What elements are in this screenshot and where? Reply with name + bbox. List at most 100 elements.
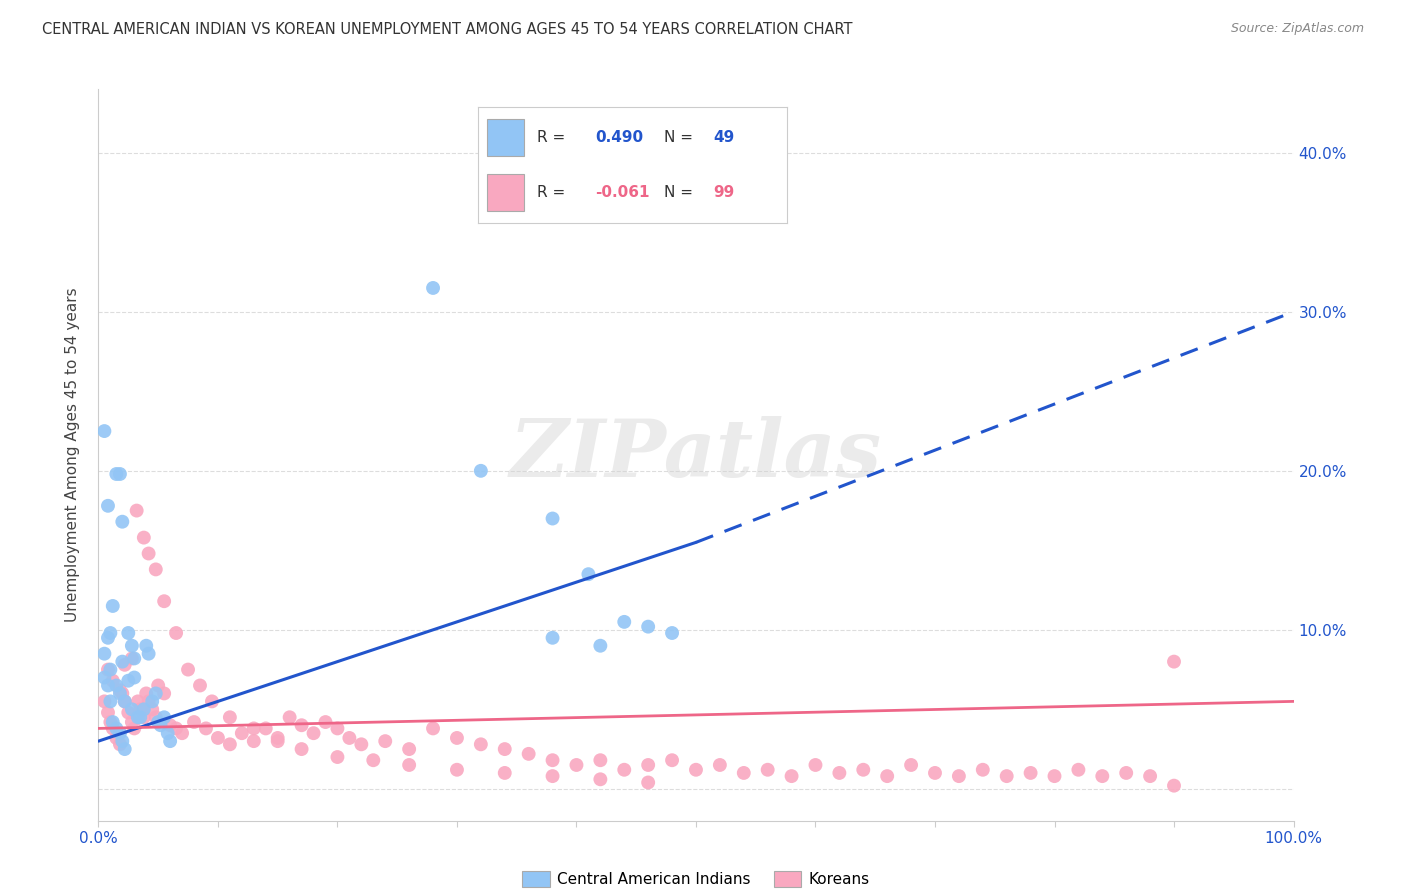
Point: [709, 758, 731, 772]
Point: [117, 673, 139, 688]
Point: [108, 737, 131, 751]
Point: [141, 694, 163, 708]
Point: [589, 639, 612, 653]
Point: [124, 722, 146, 736]
Point: [422, 722, 444, 736]
Point: [398, 758, 420, 772]
Point: [121, 651, 143, 665]
Point: [156, 726, 179, 740]
Point: [97, 499, 120, 513]
Point: [105, 678, 128, 692]
Point: [194, 722, 218, 736]
Point: [101, 722, 124, 736]
Point: [183, 714, 205, 729]
Point: [828, 766, 851, 780]
Point: [127, 694, 149, 708]
Point: [101, 599, 124, 613]
Y-axis label: Unemployment Among Ages 45 to 54 years: Unemployment Among Ages 45 to 54 years: [65, 287, 80, 623]
Point: [141, 702, 163, 716]
Point: [231, 726, 253, 740]
Point: [494, 742, 516, 756]
Point: [613, 615, 636, 629]
Point: [541, 753, 564, 767]
Point: [219, 710, 242, 724]
Point: [97, 706, 120, 720]
Point: [159, 734, 181, 748]
Point: [129, 702, 152, 716]
Point: [541, 769, 564, 783]
Point: [138, 694, 160, 708]
Point: [101, 673, 124, 688]
Point: [177, 663, 200, 677]
Point: [114, 657, 136, 672]
Point: [1163, 655, 1185, 669]
Point: [98, 694, 122, 708]
Point: [98, 714, 122, 729]
Point: [148, 678, 170, 692]
Text: R =: R =: [537, 129, 569, 145]
Point: [589, 772, 612, 787]
Point: [661, 753, 683, 767]
Point: [108, 686, 131, 700]
Point: [132, 531, 155, 545]
Point: [756, 763, 779, 777]
Text: 0.490: 0.490: [596, 129, 644, 145]
Point: [852, 763, 875, 777]
Point: [267, 734, 290, 748]
Point: [97, 631, 120, 645]
Point: [121, 639, 143, 653]
Point: [243, 734, 266, 748]
Point: [254, 722, 277, 736]
Text: ZIPatlas: ZIPatlas: [510, 417, 882, 493]
Point: [207, 731, 229, 745]
Point: [350, 737, 373, 751]
Point: [129, 710, 152, 724]
Point: [900, 758, 922, 772]
Point: [93, 424, 115, 438]
Point: [98, 663, 122, 677]
Point: [93, 694, 115, 708]
Point: [374, 734, 396, 748]
Point: [1091, 769, 1114, 783]
Point: [363, 753, 385, 767]
Point: [267, 731, 290, 745]
Point: [1115, 766, 1137, 780]
Point: [589, 753, 612, 767]
Point: [98, 626, 122, 640]
Point: [876, 769, 898, 783]
Point: [315, 714, 337, 729]
Point: [278, 710, 301, 724]
Point: [108, 683, 131, 698]
Point: [541, 511, 564, 525]
Point: [111, 655, 134, 669]
Point: [111, 515, 134, 529]
Point: [153, 686, 176, 700]
Point: [291, 742, 314, 756]
Point: [1067, 763, 1090, 777]
Point: [101, 714, 124, 729]
Point: [111, 686, 134, 700]
Point: [145, 562, 167, 576]
Point: [637, 775, 659, 789]
Point: [291, 718, 314, 732]
Text: R =: R =: [537, 186, 569, 201]
Point: [661, 626, 683, 640]
Point: [1139, 769, 1161, 783]
Point: [145, 686, 167, 700]
Point: [637, 758, 659, 772]
Point: [470, 737, 492, 751]
Point: [494, 766, 516, 780]
Point: [924, 766, 946, 780]
Text: CENTRAL AMERICAN INDIAN VS KOREAN UNEMPLOYMENT AMONG AGES 45 TO 54 YEARS CORRELA: CENTRAL AMERICAN INDIAN VS KOREAN UNEMPL…: [42, 22, 852, 37]
Point: [302, 726, 325, 740]
Point: [159, 718, 181, 732]
Point: [219, 737, 242, 751]
Point: [446, 763, 468, 777]
Point: [108, 467, 131, 481]
Point: [339, 731, 360, 745]
Point: [565, 758, 588, 772]
Legend: Central American Indians, Koreans: Central American Indians, Koreans: [516, 865, 876, 892]
Point: [165, 722, 187, 736]
Point: [1163, 779, 1185, 793]
Point: [114, 694, 136, 708]
